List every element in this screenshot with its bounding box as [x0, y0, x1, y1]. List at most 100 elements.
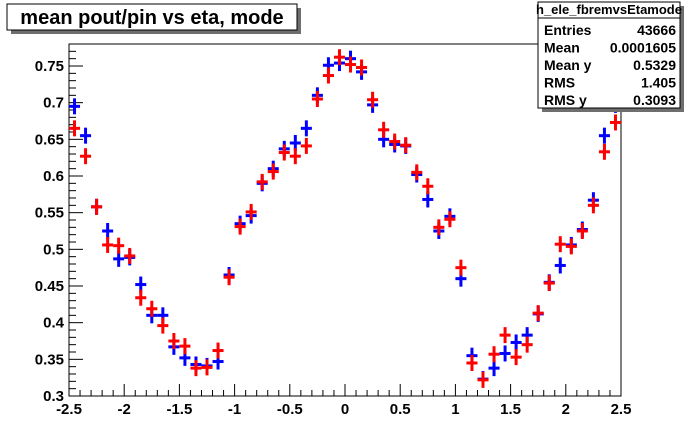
data-point: [477, 371, 489, 388]
data-point: [389, 133, 401, 150]
data-point: [444, 211, 456, 228]
data-point: [69, 98, 81, 115]
x-tick-label: 0: [341, 401, 349, 418]
data-point: [488, 346, 500, 363]
data-point: [102, 223, 114, 239]
data-point: [411, 164, 423, 181]
data-point: [212, 342, 224, 359]
data-point: [565, 238, 577, 255]
data-point: [466, 355, 478, 371]
data-point: [345, 56, 357, 73]
x-tick-label: 2.5: [611, 401, 632, 418]
data-point: [267, 163, 279, 180]
data-point: [179, 338, 191, 355]
x-tick-label: -0.5: [277, 401, 303, 418]
y-tick-label: 0.7: [43, 95, 64, 112]
stats-box-frame: [537, 1, 681, 109]
y-tick-label: 0.6: [43, 168, 64, 185]
data-point: [69, 120, 81, 137]
data-point: [488, 360, 500, 377]
data-point: [201, 359, 213, 376]
data-point: [576, 223, 588, 239]
data-point: [422, 178, 434, 195]
y-axis: 0.3 0.35 0.4 0.45 0.5 0.55 0.6 0.65 0.7 0.75: [35, 43, 83, 405]
data-point: [598, 143, 610, 160]
stats-label: Entries: [544, 22, 592, 38]
data-point: [510, 334, 522, 351]
data-point: [190, 360, 202, 377]
y-tick-label: 0.45: [35, 278, 64, 295]
data-point: [223, 269, 235, 286]
y-tick-label: 0.3: [43, 388, 64, 405]
x-tick-label: -1: [228, 401, 241, 418]
stats-value: 1.405: [641, 75, 676, 91]
data-point: [135, 289, 147, 306]
data-point: [378, 121, 390, 138]
data-point: [300, 137, 312, 154]
x-tick-label: 2: [562, 401, 570, 418]
data-point: [499, 345, 511, 362]
stats-label: Mean: [544, 40, 580, 56]
x-tick-label: 1: [451, 401, 459, 418]
chart-title: mean pout/pin vs eta, mode: [20, 7, 283, 29]
data-point: [278, 144, 290, 161]
stats-value: 0.5329: [633, 57, 676, 73]
data-point: [289, 148, 301, 165]
x-tick-label: 1.5: [500, 401, 521, 418]
data-point: [554, 236, 566, 253]
stats-rows: Entries 43666 Mean 0.0001605 Mean y 0.5329 RMS…: [544, 22, 676, 108]
data-point: [256, 173, 268, 190]
stats-value: 0.0001605: [610, 40, 676, 56]
data-point: [510, 349, 522, 366]
data-point: [124, 247, 136, 264]
data-point: [609, 114, 621, 131]
y-tick-label: 0.75: [35, 58, 64, 75]
x-tick-label: -1.5: [166, 401, 192, 418]
data-point: [587, 197, 599, 214]
data-point: [168, 333, 180, 349]
x-tick-label: -2: [118, 401, 131, 418]
data-point: [367, 91, 379, 108]
data-point: [146, 300, 158, 317]
data-point: [91, 198, 103, 215]
data-point: [322, 67, 334, 84]
y-tick-label: 0.5: [43, 241, 64, 258]
y-tick-label: 0.35: [35, 351, 64, 368]
data-point: [433, 219, 445, 236]
data-point: [113, 237, 125, 254]
stats-label: RMS: [544, 75, 575, 91]
data-point: [400, 137, 412, 154]
data-point: [455, 259, 467, 276]
stats-label: RMS y: [544, 92, 587, 108]
data-point: [80, 127, 92, 144]
y-tick-label: 0.4: [43, 315, 65, 332]
data-point: [499, 327, 511, 344]
y-tick-label: 0.65: [35, 131, 64, 148]
data-point: [554, 257, 566, 274]
stats-value: 0.3093: [633, 92, 676, 108]
data-point: [311, 91, 323, 107]
data-point: [543, 275, 555, 292]
data-point: [102, 236, 114, 253]
data-point: [598, 127, 610, 144]
data-point: [521, 336, 533, 353]
title-box: [6, 3, 298, 31]
x-axis: -2.5 -2 -1.5 -1 -0.5 0 0.5 1 1.5 2 2.5: [56, 384, 631, 418]
series-red: [69, 49, 621, 388]
data-point: [245, 203, 257, 220]
x-tick-label: 0.5: [390, 401, 411, 418]
data-point: [234, 218, 246, 235]
x-tick-label: -2.5: [56, 401, 82, 418]
stats-box: h_ele_fbremvsEtamode Entries 43666 Mean 0.0…: [536, 1, 684, 112]
data-point: [157, 317, 169, 334]
series-layer: [69, 49, 621, 388]
data-point: [532, 305, 544, 322]
stats-label: Mean y: [544, 57, 592, 73]
data-point: [356, 59, 368, 76]
data-point: [333, 49, 345, 66]
data-point: [80, 148, 92, 165]
y-tick-label: 0.55: [35, 205, 64, 222]
stats-histogram-name: h_ele_fbremvsEtamode: [536, 2, 682, 17]
